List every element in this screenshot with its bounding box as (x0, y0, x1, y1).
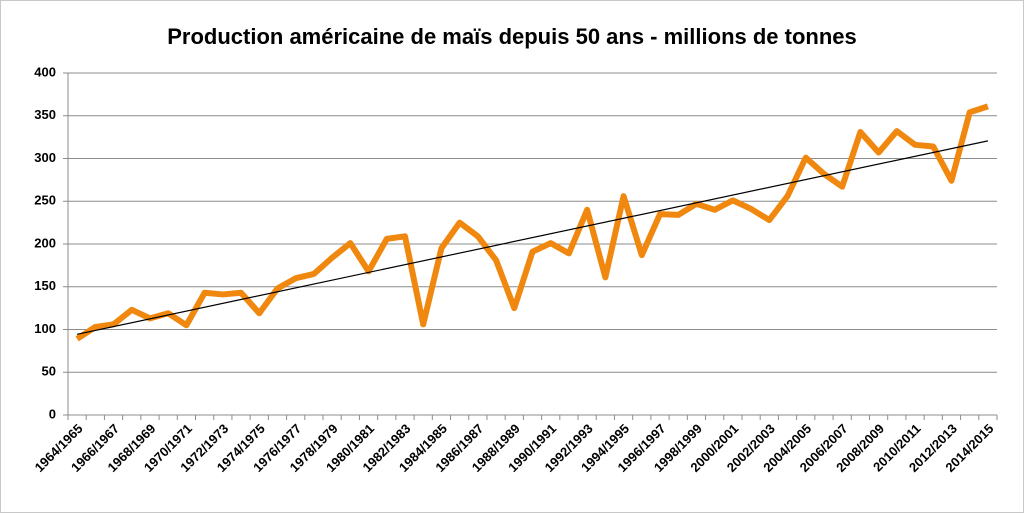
y-tick-label: 0 (49, 406, 56, 421)
y-tick-label: 50 (42, 364, 56, 379)
trend-line (76, 140, 989, 335)
chart-title: Production américaine de maïs depuis 50 … (167, 24, 857, 49)
y-tick-label: 300 (34, 150, 56, 165)
y-tick-label: 200 (34, 235, 56, 250)
y-tick-label: 250 (34, 193, 56, 208)
y-tick-label: 100 (34, 321, 56, 336)
data-line (75, 103, 989, 342)
y-tick-label: 150 (34, 278, 56, 293)
y-tick-label: 350 (34, 107, 56, 122)
y-tick-label: 400 (34, 64, 56, 79)
